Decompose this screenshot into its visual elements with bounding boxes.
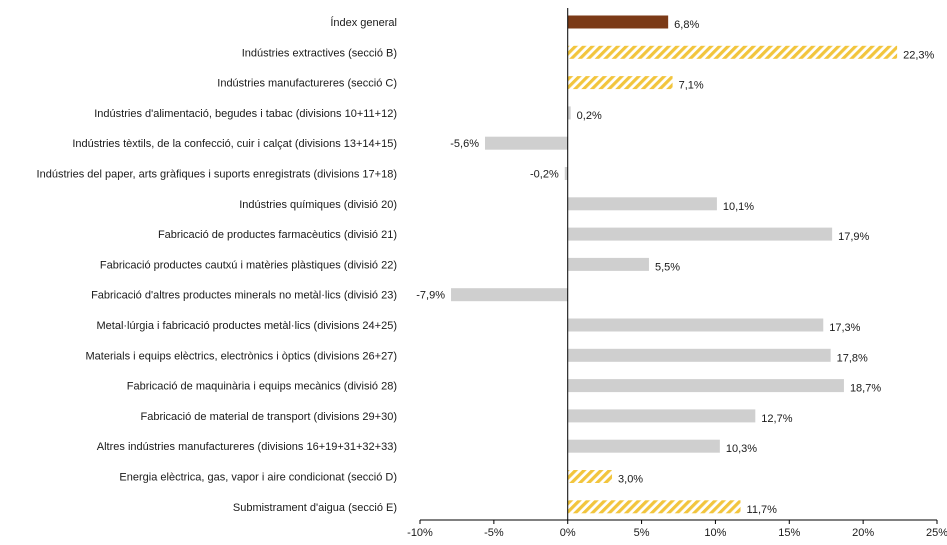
bar	[567, 257, 649, 271]
category-label: Materials i equips elèctrics, electrònic…	[86, 350, 398, 362]
category-label: Energia elèctrica, gas, vapor i aire con…	[119, 472, 397, 484]
bar	[484, 136, 568, 150]
category-label: Fabricació de maquinària i equips mecàni…	[127, 381, 397, 393]
data-label: -5,6%	[450, 138, 479, 150]
data-label: 17,9%	[838, 231, 869, 243]
x-tick-label: 25%	[926, 527, 947, 539]
data-label: 17,3%	[829, 322, 860, 334]
data-label: 10,1%	[723, 201, 754, 213]
category-label: Índex general	[330, 16, 397, 29]
data-label: 3,0%	[618, 474, 643, 486]
category-label: Fabricació de material de transport (div…	[141, 411, 398, 423]
bar	[567, 227, 833, 241]
data-label: 7,1%	[679, 80, 704, 92]
data-label: 10,3%	[726, 443, 757, 455]
data-label: 12,7%	[761, 413, 792, 425]
data-label: 22,3%	[903, 49, 934, 61]
data-label: 6,8%	[674, 19, 699, 31]
category-label: Indústries manufactureres (secció C)	[217, 78, 397, 90]
bar	[567, 76, 673, 90]
bar	[564, 167, 568, 180]
bar	[567, 197, 717, 211]
bar	[451, 288, 568, 302]
x-tick-label: 10%	[704, 527, 726, 539]
category-label: Indústries extractives (secció B)	[242, 47, 397, 59]
bar	[567, 318, 824, 332]
data-label: 11,7%	[747, 504, 778, 516]
data-label: 5,5%	[655, 261, 680, 273]
category-label: Fabricació de productes farmacèutics (di…	[158, 229, 397, 241]
category-label: Indústries d'alimentació, begudes i taba…	[94, 108, 397, 120]
category-label: Indústries químiques (divisió 20)	[239, 199, 397, 211]
bar	[567, 45, 898, 59]
x-tick-label: 20%	[852, 527, 874, 539]
x-tick-label: -10%	[407, 527, 433, 539]
x-axis: -10% -5% 0% 5% 10% 15% 20% 25%	[407, 519, 947, 539]
data-label: 0,2%	[577, 110, 602, 122]
bar	[567, 470, 613, 483]
category-label: Submistrament d'aigua (secció E)	[233, 502, 397, 514]
bar	[567, 439, 720, 453]
bar	[567, 379, 844, 393]
category-label: Altres indústries manufactureres (divisi…	[97, 441, 397, 453]
category-label: Indústries tèxtils, de la confecció, cui…	[72, 138, 397, 150]
bar	[567, 15, 669, 29]
data-label: 18,7%	[850, 383, 881, 395]
category-label: Metal·lúrgia i fabricació productes metà…	[97, 320, 398, 332]
bar	[567, 348, 831, 362]
data-label: -0,2%	[530, 169, 559, 181]
data-label: 17,8%	[837, 352, 868, 364]
category-label: Fabricació d'altres productes minerals n…	[91, 290, 397, 302]
category-label: Indústries del paper, arts gràfiques i s…	[37, 169, 397, 181]
x-tick-label: 0%	[560, 527, 576, 539]
bar	[567, 106, 571, 120]
bars-layer: Índex general 6,8% Indústries extractives …	[37, 15, 935, 516]
x-tick-label: -5%	[484, 527, 504, 539]
bar	[567, 500, 741, 514]
bar	[567, 409, 756, 423]
x-tick-label: 15%	[778, 527, 800, 539]
category-label: Fabricació productes cautxú i matèries p…	[100, 259, 397, 271]
x-tick-label: 5%	[634, 527, 650, 539]
data-label: -7,9%	[416, 290, 445, 302]
